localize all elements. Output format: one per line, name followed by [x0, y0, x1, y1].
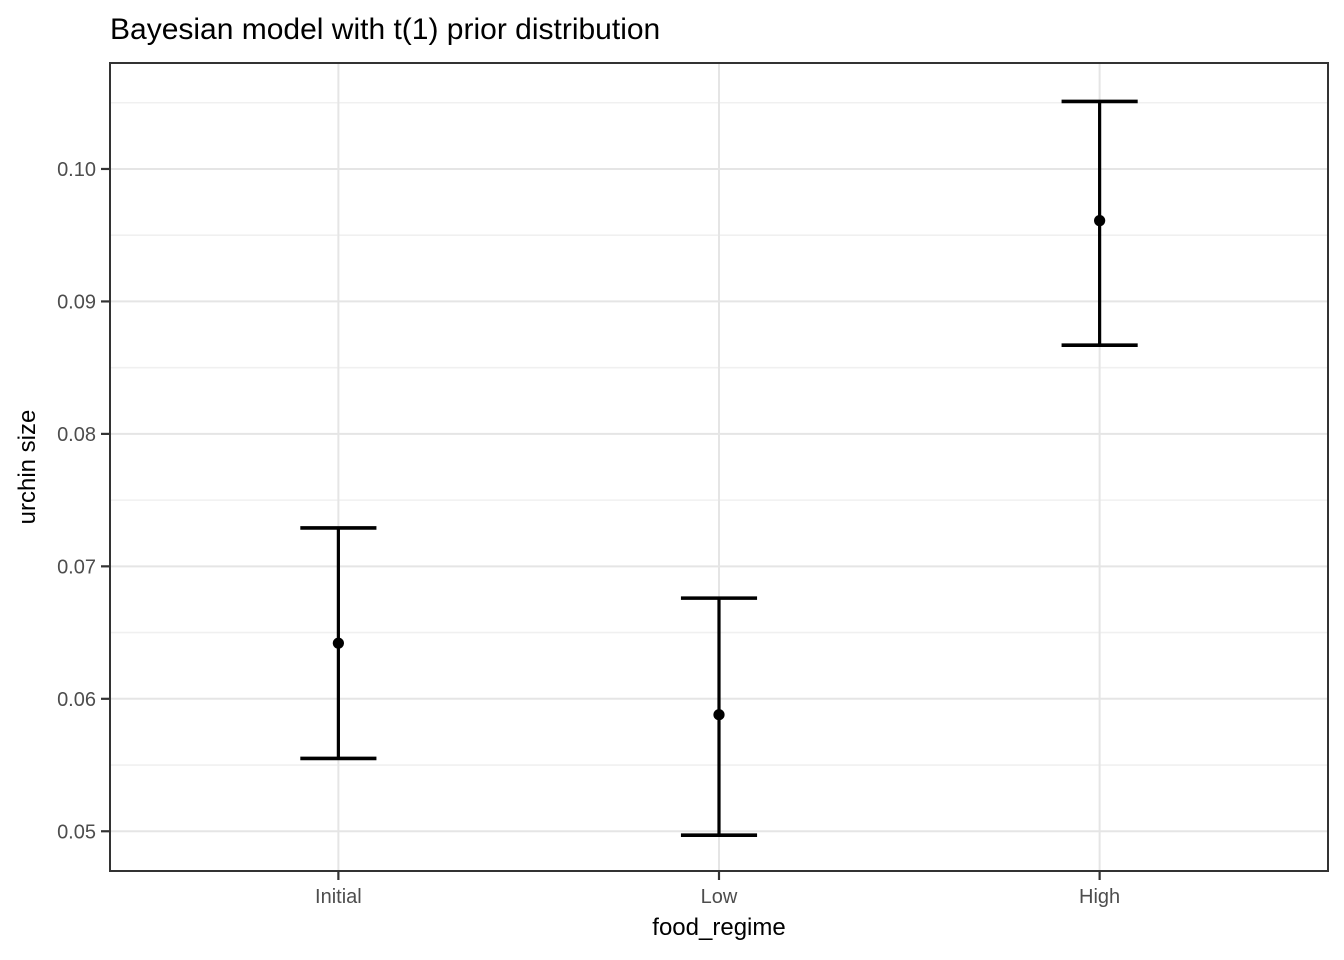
x-axis-title: food_regime — [652, 914, 786, 941]
data-point — [1094, 215, 1106, 227]
data-point — [332, 637, 344, 649]
y-tick-label: 0.10 — [57, 159, 96, 181]
plot-title: Bayesian model with t(1) prior distribut… — [110, 13, 661, 46]
y-tick-label: 0.09 — [57, 291, 96, 313]
y-tick-label: 0.08 — [57, 424, 96, 446]
data-point — [713, 709, 725, 721]
y-tick-label: 0.05 — [57, 821, 96, 843]
x-tick-label: Low — [701, 886, 738, 908]
y-tick-label: 0.06 — [57, 689, 96, 711]
x-tick-label: Initial — [315, 886, 362, 908]
x-tick-label: High — [1079, 886, 1120, 908]
y-tick-label: 0.07 — [57, 556, 96, 578]
